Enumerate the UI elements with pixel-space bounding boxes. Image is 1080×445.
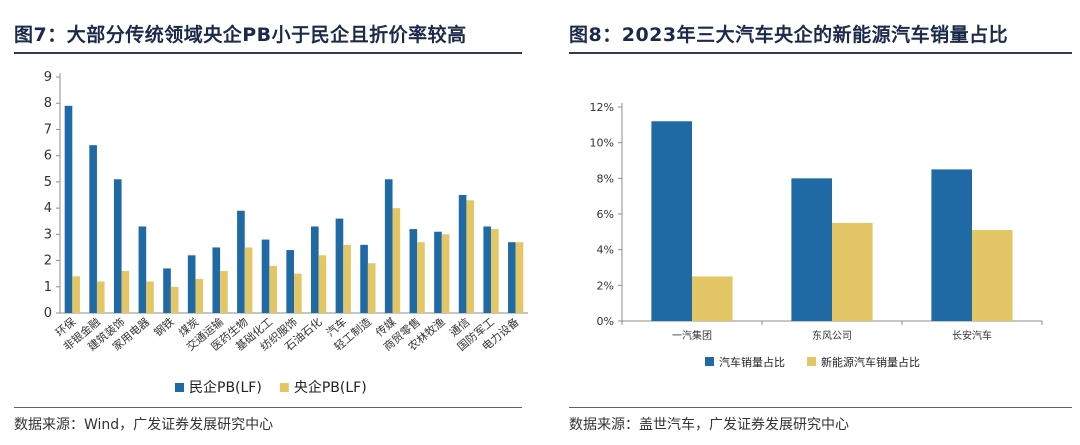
right-legend-label: 汽车销量占比 [719,355,785,369]
left-bar [138,226,147,313]
left-bar [64,105,73,313]
left-bar [458,195,467,313]
right-title-rule [569,52,1072,54]
right-bar [692,276,733,321]
left-bar [286,250,294,313]
right-y-tick-label: 4% [597,244,614,257]
left-figure-title: 图7：大部分传统领域央企PB小于民企且折价率较高 [14,24,467,46]
left-bar [384,179,393,313]
left-bar [187,255,196,313]
left-bar [318,255,327,313]
left-bar [434,231,442,313]
left-bar [483,226,492,313]
left-x-tick-label: 钢铁 [152,315,177,339]
left-bar [121,271,130,313]
right-y-tick-label: 12% [590,101,614,114]
left-y-tick-label: 2 [44,254,52,269]
left-bar [72,276,80,313]
left-legend-swatch [175,383,184,392]
left-figure-panel: 图7：大部分传统领域央企PB小于民企且折价率较高 0 1 2 3 4 5 6 7 8 9 环保 非银金… [0,0,530,445]
right-x-tick-label: 一汽集团 [672,329,712,342]
left-y-tick-label: 4 [44,201,52,216]
left-y-tick-label: 8 [44,96,52,111]
left-bar [310,226,319,313]
right-source-rule [569,407,1072,408]
left-bar [466,200,475,313]
right-x-tick-label: 长安汽车 [952,329,992,342]
right-figure-panel: 图8：2023年三大汽车央企的新能源汽车销量占比 0% 2% 4% 6% 8% 10% 12… [555,0,1080,445]
right-y-tick-label: 10% [590,137,614,150]
left-bar [392,208,401,313]
left-bar [212,247,221,313]
left-bar [146,281,154,313]
left-y-tick-label: 3 [44,227,52,242]
left-bar [89,145,97,313]
left-bar [261,239,270,313]
right-bar [832,222,873,321]
left-bar [409,229,418,313]
right-source-note: 数据来源：盖世汽车，广发证券发展研究中心 [569,417,849,433]
left-bar [335,218,344,313]
right-legend-label: 新能源汽车销量占比 [821,355,920,369]
right-legend-swatch [705,357,714,366]
right-x-tick-label: 东风公司 [812,329,852,342]
left-y-tick-label: 1 [44,280,52,295]
right-y-tick-label: 0% [597,315,614,328]
left-bar [508,242,516,313]
left-bar [244,247,253,313]
left-bar [195,278,204,313]
left-legend-label: 央企PB(LF) [294,379,367,396]
left-source-note: 数据来源：Wind，广发证券发展研究中心 [14,417,274,433]
left-title-rule [14,52,522,54]
right-y-tick-label: 8% [597,172,614,185]
left-legend-swatch [279,383,289,392]
right-legend-swatch [807,357,816,366]
left-bar [96,281,105,313]
left-bar [343,244,351,313]
right-bar [972,230,1013,321]
left-bar [237,210,245,313]
left-y-tick-label: 6 [44,149,52,164]
left-bar [360,244,368,313]
right-y-tick-label: 2% [597,279,614,292]
left-source-rule [14,407,522,408]
left-bar [417,242,425,313]
left-bar [367,263,376,313]
left-bar [441,234,450,313]
left-bar [170,286,179,313]
left-bar [163,268,171,313]
right-bar [651,121,692,322]
left-bar [220,271,228,313]
left-bar [515,242,524,313]
left-bar [491,229,499,313]
left-bar [294,273,302,313]
right-bar [931,169,972,321]
left-y-tick-label: 7 [44,122,52,137]
left-y-tick-label: 9 [44,70,52,85]
left-legend-label: 民企PB(LF) [189,379,262,396]
left-bar [113,179,122,313]
right-figure-title: 图8：2023年三大汽车央企的新能源汽车销量占比 [569,24,1009,46]
right-bar [791,178,832,321]
right-y-tick-label: 6% [597,208,614,221]
left-y-tick-label: 0 [44,306,52,321]
left-y-tick-label: 5 [44,175,52,190]
left-bar [269,265,278,313]
